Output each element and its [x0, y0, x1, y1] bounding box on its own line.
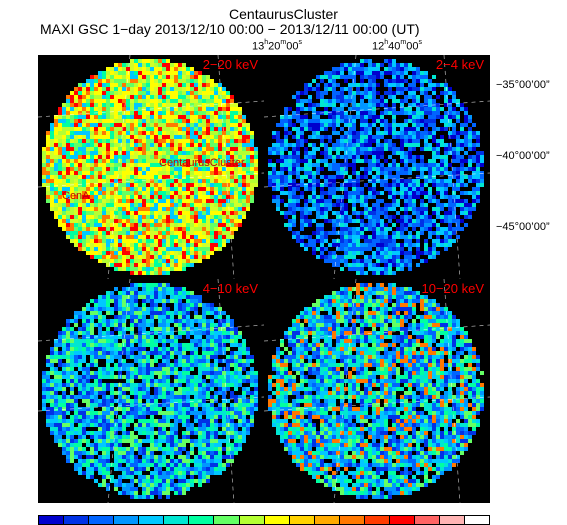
sky-image-2-20kev [38, 55, 264, 279]
plot-title: CentaurusCluster [229, 6, 338, 22]
source-label-cena: CenA [62, 190, 90, 202]
dec-label-1: −35°00’00” [496, 79, 550, 91]
sky-image-2-4kev [264, 55, 490, 279]
color-scale-step [389, 516, 415, 524]
sky-map-grid: 2−20 keV CentaurusCluster CenA 2−4 keV 4… [38, 55, 490, 503]
panel-10-20kev: 10−20 keV [264, 279, 490, 503]
color-scale-step [289, 516, 315, 524]
band-label: 2−4 keV [435, 57, 484, 72]
color-scale-step [139, 516, 165, 524]
color-scale-step [440, 516, 466, 524]
sky-image-4-10kev [38, 279, 264, 503]
color-scale-step [114, 516, 140, 524]
band-label: 2−20 keV [202, 57, 258, 72]
sky-image-10-20kev [264, 279, 490, 503]
ra-label-1: 13h20m00s [252, 39, 302, 53]
color-scale-step [64, 516, 90, 524]
color-scale-step [214, 516, 240, 524]
panel-4-10kev: 4−10 keV [38, 279, 264, 503]
color-scale-step [339, 516, 365, 524]
color-scale-step [39, 516, 65, 524]
panel-2-4kev: 2−4 keV [264, 55, 490, 279]
band-label: 10−20 keV [421, 281, 484, 296]
color-scale-step [89, 516, 115, 524]
color-scale-step [264, 516, 290, 524]
color-scale-step [189, 516, 215, 524]
color-scale-step [314, 516, 340, 524]
color-scale-step [239, 516, 265, 524]
plot-subtitle: MAXI GSC 1−day 2013/12/10 00:00 − 2013/1… [40, 21, 420, 37]
color-scale-step [364, 516, 390, 524]
panel-2-20kev: 2−20 keV CentaurusCluster CenA [38, 55, 264, 279]
color-scale-step [164, 516, 190, 524]
color-scale-step [465, 516, 490, 524]
ra-label-2: 12h40m00s [372, 39, 422, 53]
dec-label-2: −40°00’00” [496, 150, 550, 162]
band-label: 4−10 keV [202, 281, 258, 296]
source-label-centaurus: CentaurusCluster [159, 157, 245, 169]
color-scale-bar [38, 515, 490, 525]
color-scale-step [414, 516, 440, 524]
dec-label-3: −45°00’00” [496, 221, 550, 233]
